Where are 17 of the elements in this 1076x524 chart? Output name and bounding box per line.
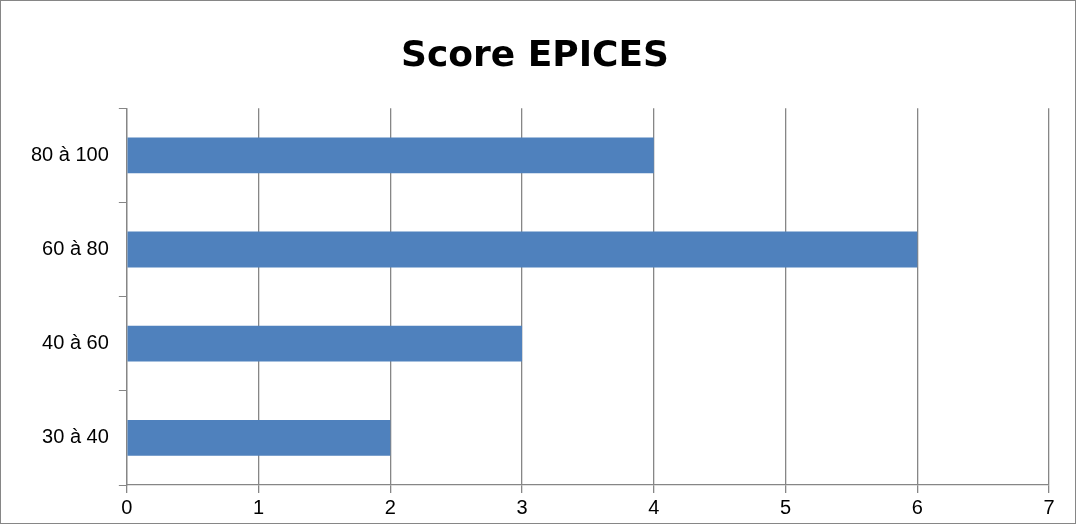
x-tick-label: 2 [384,495,396,518]
bar [127,420,391,456]
chart-title: Score EPICES [400,32,670,74]
x-tick-label: 5 [779,495,792,518]
x-tick-label: 3 [516,495,528,518]
x-tick-label: 7 [1043,495,1055,518]
x-tick-label: 0 [121,495,133,518]
bar [127,137,654,174]
y-tick-label: 40 à 60 [42,331,109,354]
bar [127,231,918,268]
x-tick-label: 4 [648,495,660,518]
x-tick-label: 1 [253,495,265,518]
y-tick-label: 30 à 40 [42,425,109,448]
y-tick-label: 60 à 80 [42,237,109,260]
bar [127,325,523,362]
y-tick-label: 80 à 100 [30,142,109,165]
x-tick-label: 6 [911,495,923,518]
